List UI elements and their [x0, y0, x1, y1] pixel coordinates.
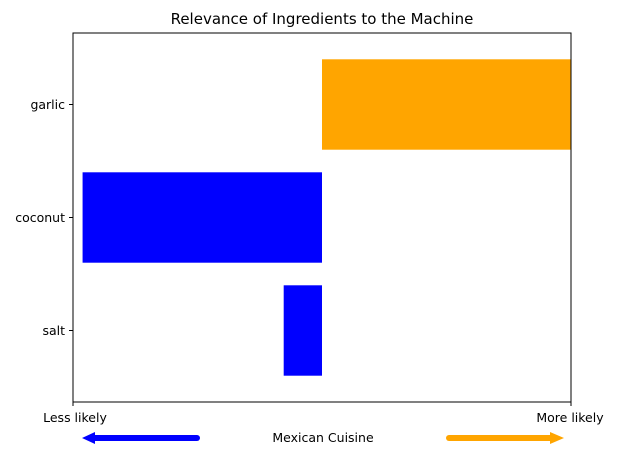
left-arrow	[82, 432, 200, 444]
y-ticks-group: garlic coconut salt	[15, 97, 73, 338]
x-end-label-right: More likely	[536, 410, 604, 425]
right-arrow	[446, 432, 564, 444]
x-end-label-left: Less likely	[43, 410, 107, 425]
bar-salt	[283, 285, 322, 376]
bars-group	[82, 59, 571, 376]
bar-coconut	[82, 172, 322, 263]
y-tick-label-garlic: garlic	[30, 97, 65, 112]
y-tick-label-salt: salt	[42, 323, 65, 338]
chart-title: Relevance of Ingredients to the Machine	[171, 10, 474, 28]
y-tick-label-coconut: coconut	[15, 210, 65, 225]
plot-frame	[72, 32, 572, 403]
x-axis-label: Mexican Cuisine	[272, 430, 374, 445]
bar-garlic	[322, 59, 571, 150]
